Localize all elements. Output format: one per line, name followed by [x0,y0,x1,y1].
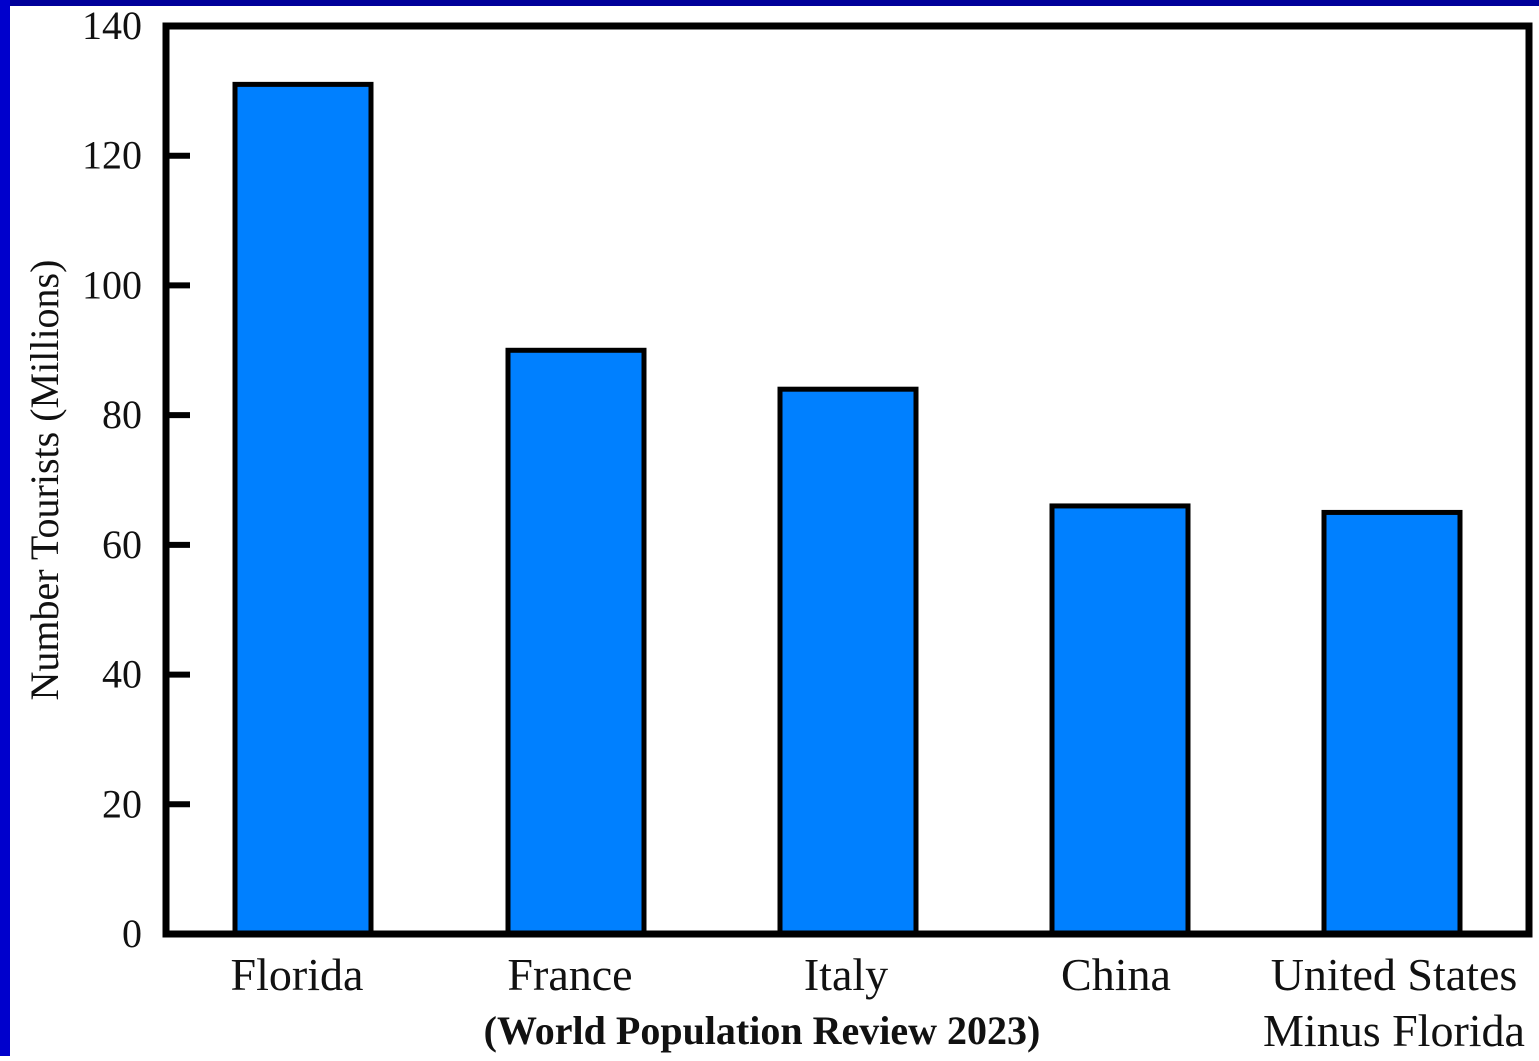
x-tick-label-italy: Italy [804,949,888,1000]
y-tick-label-100: 100 [82,262,142,307]
y-axis-label: Number Tourists (Millions) [22,260,67,701]
bar-florida [232,81,374,937]
x-tick-label-united-states: United States [1271,949,1518,1000]
frame-top-strip [0,0,1539,6]
bar-france [505,347,647,937]
frame-left-strip [0,0,10,1056]
x-tick-label-france: France [507,949,632,1000]
y-tick-label-20: 20 [102,781,142,826]
y-tick-label-40: 40 [102,652,142,697]
source-caption: (World Population Review 2023) [484,1008,1041,1053]
y-tick-label-60: 60 [102,522,142,567]
y-tick-label-120: 120 [82,133,142,178]
bars-group [232,81,1463,937]
bar-united-states [1321,509,1463,937]
x-labels-group: Florida France Italy China United StatesMinu… [231,949,1525,1056]
x-tick-label-china: China [1061,949,1171,1000]
y-ticks-group: 0 20 40 60 80 100 120 140 [82,3,190,956]
y-tick-label-0: 0 [122,911,142,956]
y-tick-label-140: 140 [82,3,142,48]
plot-area-frame [162,22,1533,938]
y-tick-label-80: 80 [102,392,142,437]
x-tick-sublabel-minus-florida: Minus Florida [1263,1005,1525,1056]
bar-italy [777,386,919,937]
x-tick-label-florida: Florida [231,949,364,1000]
bar-china [1049,503,1191,937]
